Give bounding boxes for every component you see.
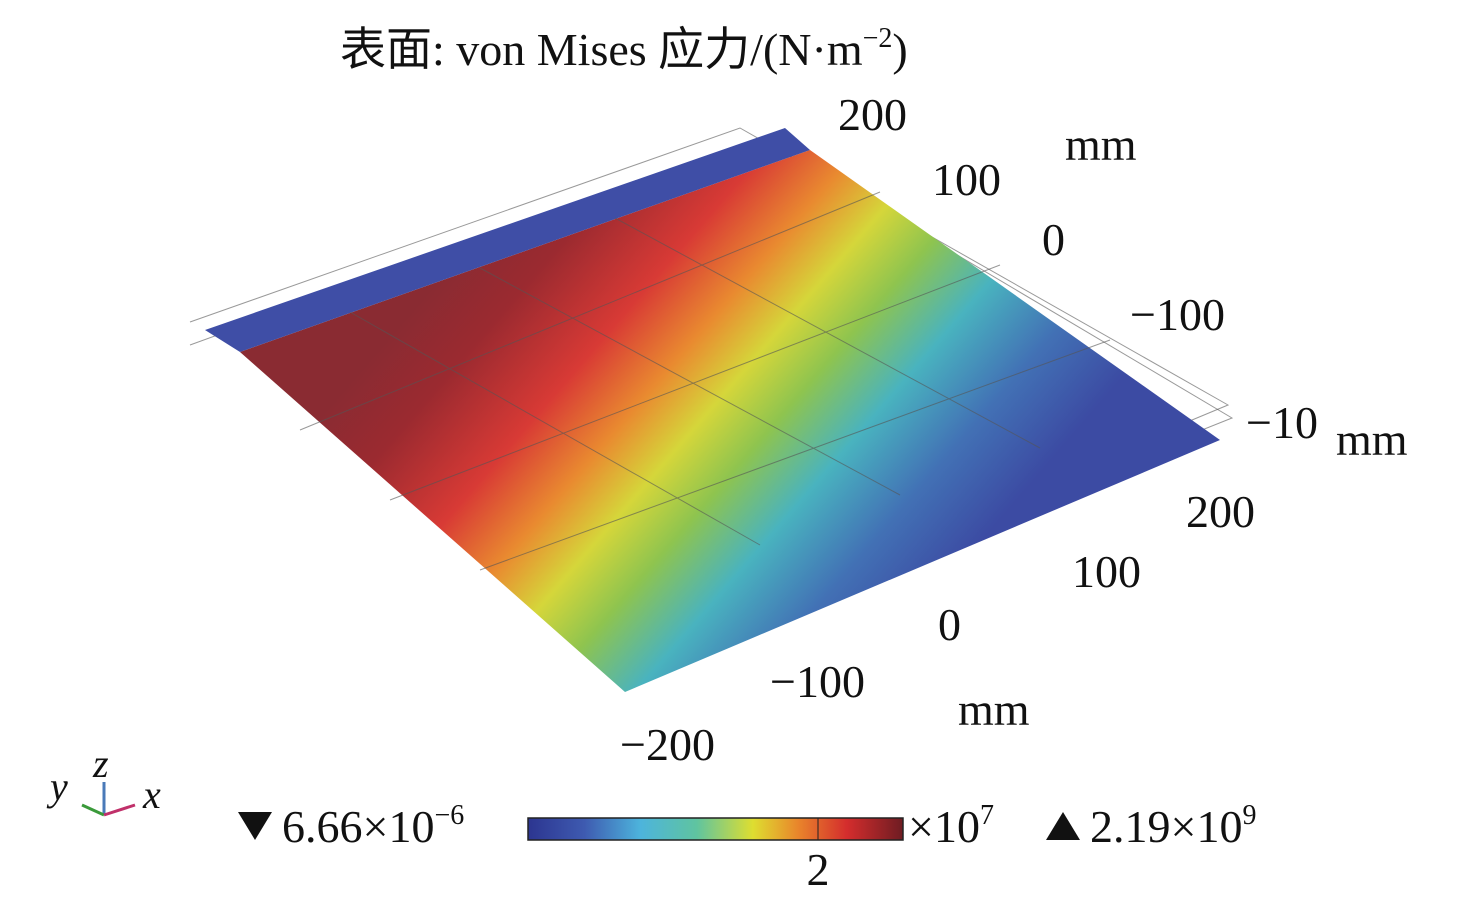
triad-label: x [142, 772, 161, 817]
tick-label: 0 [938, 599, 961, 650]
colorbar: 6.66×10−6 2 ×107 2.19×109 [238, 800, 1256, 895]
triad-label: z [92, 741, 109, 786]
tick-label: −100 [770, 656, 865, 707]
plate-surface [240, 150, 1220, 692]
tick-label: 100 [932, 154, 1001, 205]
colorbar-min: 6.66×10−6 [282, 800, 464, 852]
x-axis: 200 100 0 −100 −200 mm [620, 486, 1255, 770]
triad-label: y [46, 764, 68, 809]
tick-label: −100 [1130, 289, 1225, 340]
axis-unit: mm [958, 684, 1030, 735]
axis-unit: mm [1336, 414, 1408, 465]
colorbar-max: 2.19×109 [1090, 800, 1256, 852]
colorbar-scale: ×107 [908, 800, 994, 852]
y-axis: 200 100 0 −100 mm [838, 89, 1225, 340]
tick-label: 200 [838, 89, 907, 140]
colorbar-tick: 2 [807, 844, 830, 895]
tick-label: 200 [1186, 486, 1255, 537]
surface-grid [299, 191, 1111, 571]
tick-label: 100 [1072, 546, 1141, 597]
tick-label: 0 [1042, 214, 1065, 265]
axis-unit: mm [1065, 119, 1137, 170]
title: 表面: von Mises 应力/(N·m−2) [340, 23, 908, 75]
axis-triad: y z x [46, 741, 161, 817]
tick-label: −200 [620, 719, 715, 770]
plate-edge-band [205, 128, 810, 352]
z-axis: −10 mm [1246, 397, 1408, 465]
tick-label: −10 [1246, 397, 1318, 448]
